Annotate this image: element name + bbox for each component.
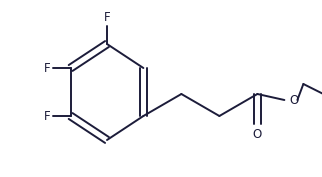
Text: O: O bbox=[253, 128, 262, 141]
Text: O: O bbox=[289, 93, 298, 107]
Text: F: F bbox=[44, 61, 51, 75]
Text: F: F bbox=[104, 11, 110, 24]
Text: F: F bbox=[44, 110, 51, 122]
